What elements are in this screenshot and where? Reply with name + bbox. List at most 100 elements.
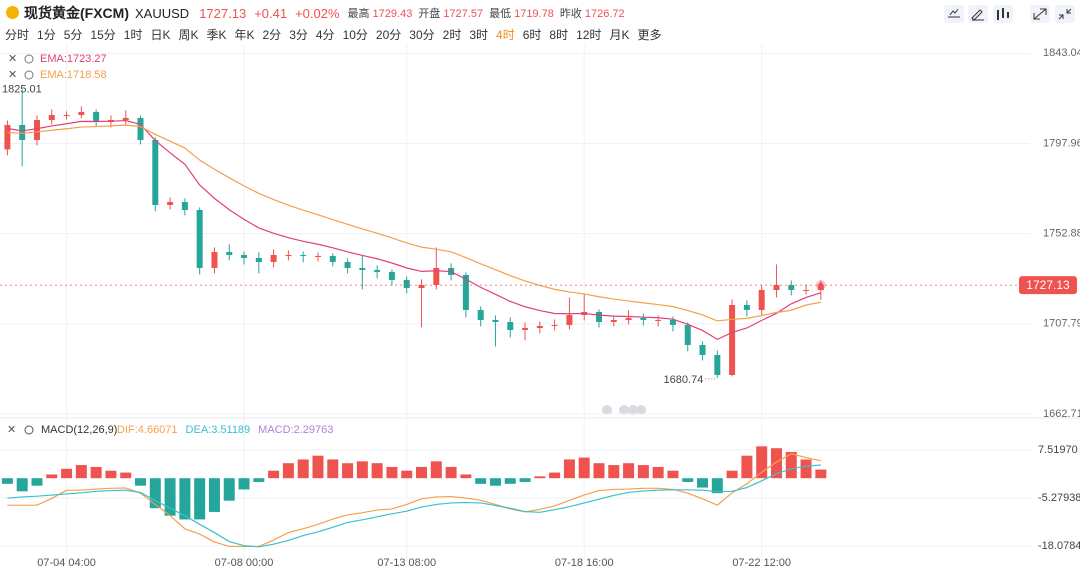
macd-bar: [371, 463, 383, 479]
candle-body: [388, 271, 395, 280]
macd-bar: [342, 463, 354, 479]
candle-body: [226, 251, 233, 255]
candle-body: [122, 117, 129, 120]
close-icon[interactable]: ✕: [8, 69, 17, 81]
interval-button[interactable]: 2分: [262, 28, 282, 42]
change-pct: +0.02%: [295, 5, 340, 21]
candle-body: [773, 284, 780, 290]
interval-button[interactable]: 年K: [234, 28, 255, 42]
macd-bar: [711, 478, 723, 494]
interval-button[interactable]: 8时: [549, 28, 569, 42]
candle-body: [551, 324, 558, 326]
interval-button[interactable]: 15分: [90, 28, 116, 42]
candle-body: [314, 255, 321, 257]
candle-body: [640, 317, 647, 320]
macd-bar: [312, 455, 324, 479]
settings-icon[interactable]: [24, 425, 34, 435]
candle-body: [374, 269, 381, 272]
macd-bar: [297, 459, 309, 479]
interval-button[interactable]: 3分: [289, 28, 308, 42]
icon: [948, 8, 960, 18]
macd-bar: [16, 478, 28, 492]
interval-button[interactable]: 20分: [375, 28, 402, 42]
tool-button[interactable]: [944, 5, 964, 23]
candle-body: [19, 124, 26, 140]
candle-body: [595, 311, 602, 322]
candle-body: [33, 119, 40, 140]
interval-button[interactable]: 1分: [37, 28, 56, 42]
interval-button[interactable]: 30分: [409, 28, 435, 42]
legend-entry: DIF:4.66071: [117, 424, 178, 436]
close-icon[interactable]: ✕: [7, 424, 16, 436]
legend-entry: MACD:2.29763: [258, 424, 333, 436]
watermark: [602, 405, 646, 415]
candle-body: [803, 289, 810, 291]
macd-bar: [223, 478, 235, 501]
interval-button[interactable]: 月K: [609, 28, 630, 42]
y-tick-label: 1797.96: [1043, 137, 1080, 149]
symbol[interactable]: XAUUSD: [135, 5, 190, 21]
candle-body: [181, 201, 188, 210]
interval-button[interactable]: 日K: [150, 28, 171, 42]
y-tick-label: 7.51970: [1038, 444, 1078, 456]
close-icon[interactable]: ✕: [8, 53, 17, 65]
interval-button[interactable]: 10分: [342, 28, 368, 42]
macd-bar: [253, 478, 265, 482]
candle-body: [300, 254, 307, 256]
interval-button[interactable]: 分时: [5, 28, 30, 42]
interval-button[interactable]: 2时: [442, 28, 462, 42]
macd-bar: [46, 474, 58, 479]
low-annotation: 1680.74: [664, 374, 704, 386]
settings-icon[interactable]: [24, 70, 34, 80]
macd-bar: [697, 478, 709, 488]
interval-button[interactable]: 4时: [496, 28, 515, 42]
candle-body: [625, 317, 632, 320]
candle-body: [522, 327, 529, 330]
macd-bar: [1, 478, 13, 484]
candle-body: [211, 251, 218, 268]
legend-entry: DEA:3.51189: [186, 424, 251, 436]
macd-bar: [623, 463, 635, 479]
y-tick-label: 1707.79: [1043, 318, 1080, 330]
interval-button[interactable]: 1时: [123, 28, 143, 42]
candle-body: [255, 257, 262, 262]
macd-bar: [149, 478, 161, 509]
high-annotation: 1825.01: [2, 83, 42, 95]
macd-bar: [430, 461, 442, 479]
macd-bar: [135, 478, 147, 486]
candle-body: [167, 201, 174, 205]
settings-icon[interactable]: [24, 54, 34, 64]
stat-label: 开盘: [418, 8, 441, 20]
interval-button[interactable]: 更多: [637, 28, 662, 42]
macd-line: [7, 453, 821, 548]
tool-button[interactable]: [1055, 5, 1075, 23]
candle-body: [329, 255, 336, 262]
stat-label: 最低: [489, 8, 512, 20]
interval-button[interactable]: 5分: [63, 28, 83, 42]
price: 1727.13: [199, 5, 247, 21]
interval-button[interactable]: 周K: [178, 28, 199, 42]
candle-body: [359, 267, 366, 270]
candle-body: [610, 319, 617, 322]
candle-body: [729, 304, 736, 375]
instrument-name[interactable]: 现货黄金(FXCM): [24, 5, 129, 21]
stats: 最高 1729.43 开盘 1727.57 最低 1719.78 昨收 1726.72: [348, 5, 631, 21]
interval-button[interactable]: 12时: [576, 28, 602, 42]
y-tick-label: 1752.88: [1043, 228, 1080, 240]
last-price-label: 1727.13: [1026, 278, 1070, 292]
macd-bar: [120, 472, 132, 479]
icon: [1058, 8, 1072, 20]
stat-value: 1726.72: [584, 8, 625, 20]
candle-body: [48, 114, 55, 120]
icon: [971, 9, 984, 21]
candle-body: [63, 114, 70, 116]
macd-bar: [815, 469, 827, 479]
macd-bar: [208, 478, 220, 512]
interval-button[interactable]: 3时: [469, 28, 489, 42]
candle-body: [152, 139, 159, 205]
candle-body: [492, 319, 499, 322]
interval-button[interactable]: 4分: [315, 28, 335, 42]
interval-button[interactable]: 季K: [206, 28, 227, 42]
ema-line: [7, 119, 822, 341]
interval-button[interactable]: 6时: [522, 28, 542, 42]
